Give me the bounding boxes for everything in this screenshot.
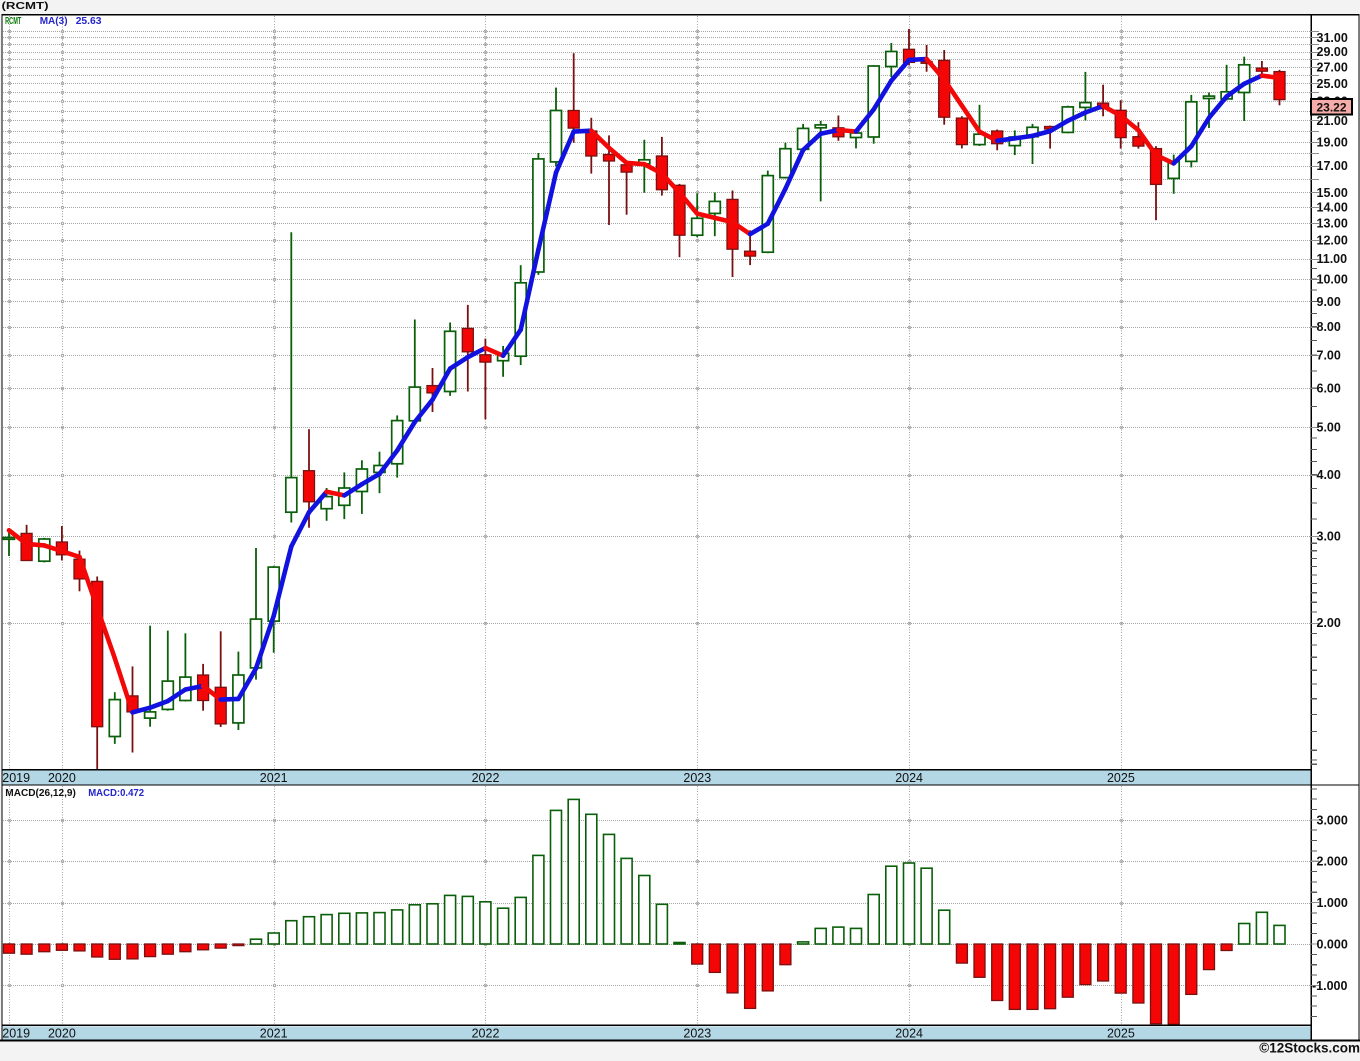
svg-text:©12Stocks.com: ©12Stocks.com [1259, 1041, 1360, 1056]
svg-text:1.000: 1.000 [1317, 896, 1348, 910]
svg-text:MACD:0.472: MACD:0.472 [88, 787, 144, 799]
svg-text:6.00: 6.00 [1317, 382, 1341, 396]
svg-text:2025: 2025 [1107, 771, 1135, 785]
svg-text:17.00: 17.00 [1317, 159, 1348, 173]
svg-text:13.00: 13.00 [1317, 216, 1348, 230]
svg-text:2021: 2021 [260, 1026, 288, 1040]
svg-text:2020: 2020 [48, 771, 76, 785]
svg-text:8.00: 8.00 [1317, 320, 1341, 334]
svg-text:25.00: 25.00 [1317, 77, 1348, 91]
svg-text:2.00: 2.00 [1317, 616, 1341, 630]
svg-text:2019: 2019 [2, 1026, 30, 1040]
svg-text:MACD(26,12,9): MACD(26,12,9) [5, 787, 76, 799]
svg-text:14.00: 14.00 [1317, 201, 1348, 215]
svg-text:10.00: 10.00 [1317, 272, 1348, 286]
svg-text:2.000: 2.000 [1317, 855, 1348, 869]
svg-text:29.00: 29.00 [1317, 45, 1348, 59]
svg-text:2022: 2022 [472, 1026, 500, 1040]
svg-text:23.22: 23.22 [1316, 101, 1346, 115]
svg-text:2022: 2022 [472, 771, 500, 785]
svg-text:7.00: 7.00 [1317, 349, 1341, 363]
svg-text:12.00: 12.00 [1317, 234, 1348, 248]
svg-text:21.00: 21.00 [1317, 114, 1348, 128]
svg-text:31.00: 31.00 [1317, 31, 1348, 45]
svg-text:2025: 2025 [1107, 1026, 1135, 1040]
svg-text:5.00: 5.00 [1317, 420, 1341, 434]
svg-text:3.000: 3.000 [1317, 813, 1348, 827]
svg-text:4.00: 4.00 [1317, 468, 1341, 482]
svg-text:2021: 2021 [260, 771, 288, 785]
svg-text:11.00: 11.00 [1317, 252, 1348, 266]
svg-text:19.00: 19.00 [1317, 135, 1348, 149]
svg-text:15.00: 15.00 [1317, 186, 1348, 200]
svg-text:27.00: 27.00 [1317, 60, 1348, 74]
svg-text:2024: 2024 [895, 1026, 923, 1040]
svg-text:9.00: 9.00 [1317, 295, 1341, 309]
svg-text:2023: 2023 [683, 771, 711, 785]
svg-text:2024: 2024 [895, 771, 923, 785]
svg-text:-1.000: -1.000 [1312, 979, 1347, 993]
svg-text:2019: 2019 [2, 771, 30, 785]
svg-text:25.63: 25.63 [76, 15, 102, 27]
svg-text:RCMT: RCMT [5, 15, 22, 27]
svg-text:MA(3): MA(3) [40, 15, 68, 27]
svg-text:0.000: 0.000 [1317, 938, 1348, 952]
svg-text:2023: 2023 [683, 1026, 711, 1040]
svg-text:2020: 2020 [48, 1026, 76, 1040]
svg-text:3.00: 3.00 [1317, 529, 1341, 543]
svg-text:(RCMT): (RCMT) [2, 0, 49, 12]
